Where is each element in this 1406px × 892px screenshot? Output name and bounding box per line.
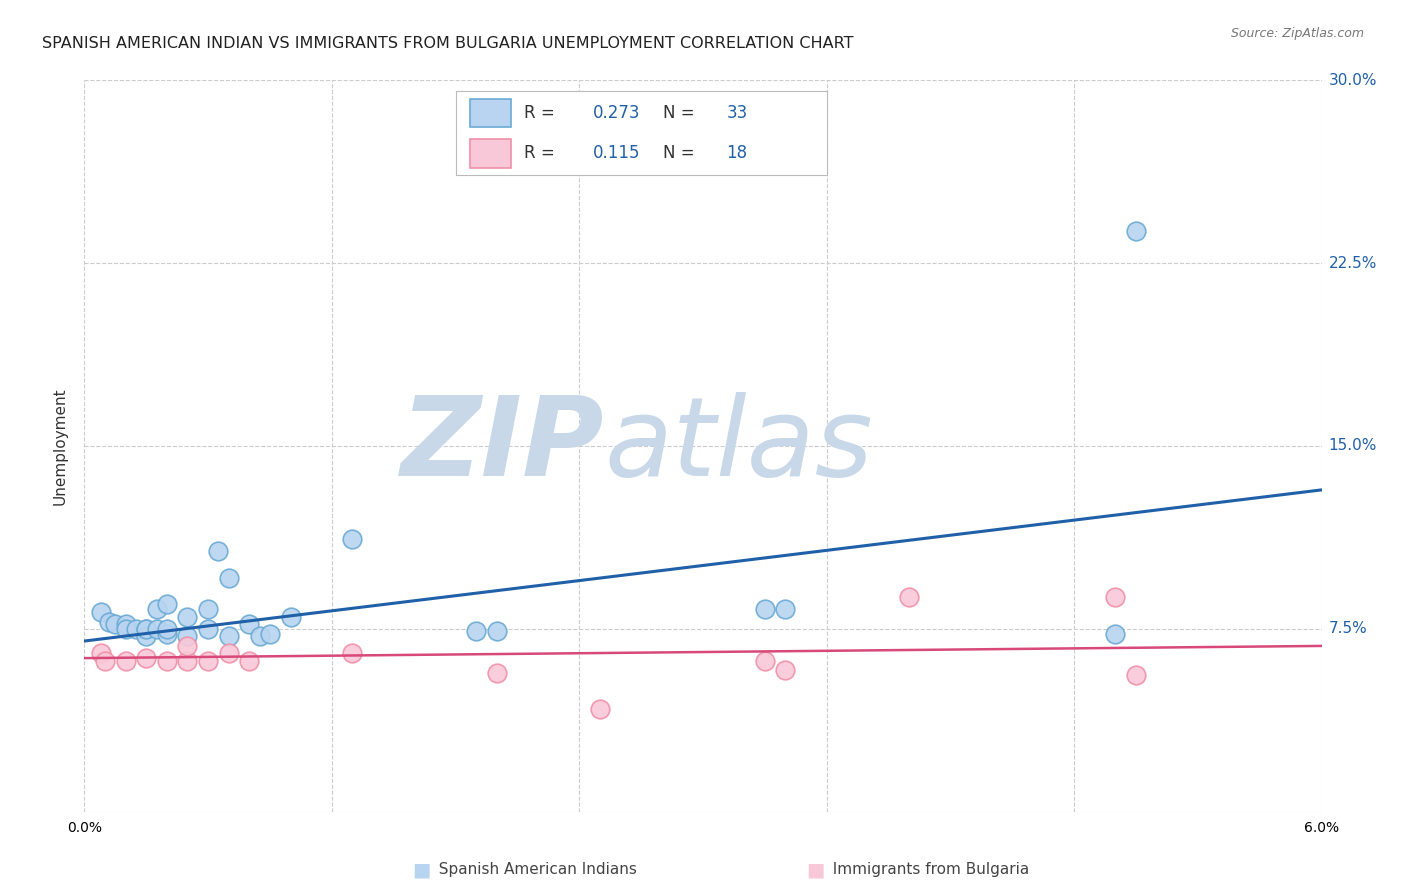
Point [135, 622, 157, 636]
Point [485, 665, 508, 680]
Point [238, 617, 260, 632]
Point [280, 609, 302, 624]
Point [238, 654, 260, 668]
Point [176, 629, 198, 643]
Point [176, 654, 198, 668]
Point [1125, 668, 1147, 682]
Point [1104, 626, 1126, 640]
Point [145, 622, 167, 636]
Text: Source: ZipAtlas.com: Source: ZipAtlas.com [1230, 27, 1364, 40]
Point [176, 609, 198, 624]
Point [754, 602, 776, 616]
Point [135, 629, 157, 643]
Point [465, 624, 488, 639]
Point [342, 532, 364, 546]
Point [90, 605, 112, 619]
Text: SPANISH AMERICAN INDIAN VS IMMIGRANTS FROM BULGARIA UNEMPLOYMENT CORRELATION CHA: SPANISH AMERICAN INDIAN VS IMMIGRANTS FR… [42, 36, 853, 51]
Point [197, 622, 219, 636]
Point [135, 622, 157, 636]
Point [114, 617, 136, 632]
Text: 7.5%: 7.5% [1329, 622, 1368, 636]
Point [197, 602, 219, 616]
Point [135, 651, 157, 665]
Point [90, 646, 112, 660]
Point [114, 622, 136, 636]
Point [775, 663, 797, 677]
Text: Spanish American Indians: Spanish American Indians [429, 863, 637, 877]
Point [156, 622, 179, 636]
Point [156, 598, 179, 612]
Text: ■: ■ [412, 860, 432, 880]
Point [754, 654, 776, 668]
Point [156, 626, 179, 640]
Point [207, 544, 229, 558]
Point [98, 615, 121, 629]
Point [176, 639, 198, 653]
Text: 15.0%: 15.0% [1329, 439, 1376, 453]
Point [218, 571, 240, 585]
Point [156, 654, 179, 668]
Point [1104, 590, 1126, 604]
Point [218, 646, 240, 660]
Point [506, 134, 529, 148]
Point [145, 602, 167, 616]
Text: ZIP: ZIP [401, 392, 605, 500]
Point [1125, 224, 1147, 238]
Point [197, 654, 219, 668]
Point [125, 622, 148, 636]
Y-axis label: Unemployment: Unemployment [52, 387, 67, 505]
Point [218, 629, 240, 643]
Text: ■: ■ [806, 860, 825, 880]
Text: atlas: atlas [605, 392, 873, 500]
Text: 30.0%: 30.0% [1329, 73, 1376, 87]
Point [259, 626, 281, 640]
Text: Immigrants from Bulgaria: Immigrants from Bulgaria [823, 863, 1029, 877]
Point [94, 654, 117, 668]
Point [775, 602, 797, 616]
Point [485, 624, 508, 639]
Point [104, 617, 127, 632]
Point [898, 590, 921, 604]
Point [589, 702, 612, 716]
Point [342, 646, 364, 660]
Text: 22.5%: 22.5% [1329, 256, 1376, 270]
Point [114, 654, 136, 668]
Point [249, 629, 271, 643]
